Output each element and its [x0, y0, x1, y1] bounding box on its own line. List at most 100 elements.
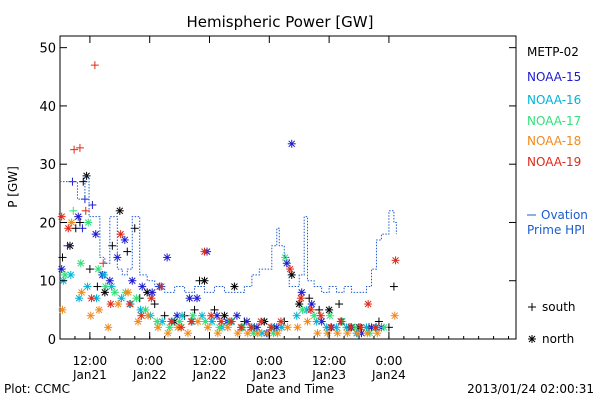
data-point-star [101, 282, 110, 291]
y-tick-label: 30 [39, 158, 56, 173]
data-point-star [66, 270, 75, 279]
x-tick-label-time: 12:00 [312, 354, 347, 368]
data-point-star [198, 311, 207, 320]
data-point-star [287, 139, 296, 148]
y-tick-label: 0 [48, 333, 56, 348]
legend-hpi-label-1: Ovation [541, 208, 588, 222]
y-tick-label: 10 [39, 275, 56, 290]
x-tick-label-date: Jan23 [251, 368, 286, 382]
data-point-star [138, 282, 147, 291]
data-point-star [148, 288, 157, 297]
data-point-star [373, 329, 382, 338]
x-tick-label-date: Jan24 [371, 368, 406, 382]
data-point-star [273, 329, 282, 338]
data-point-star [177, 323, 186, 332]
data-point-star [58, 305, 67, 314]
data-point-star [263, 329, 272, 338]
data-point-star [283, 323, 292, 332]
data-point-star [297, 288, 306, 297]
data-point-star [346, 323, 355, 332]
series-noaa-19 [57, 61, 400, 332]
x-axis: 12:00Jan210:00Jan2212:00Jan220:00Jan2312… [59, 36, 510, 382]
data-point-star [76, 259, 85, 268]
data-point-star [230, 282, 239, 291]
data-point-star [187, 317, 196, 326]
series-noaa-18 [58, 218, 399, 338]
data-point-star [343, 329, 352, 338]
data-point-plus [90, 61, 99, 70]
data-point-star [364, 300, 373, 309]
data-point-star [243, 329, 252, 338]
data-point-plus [93, 282, 102, 291]
data-point-plus [88, 200, 97, 209]
marker-legend-north: north [542, 332, 574, 346]
data-point-star [57, 265, 66, 274]
data-point-star [298, 305, 307, 314]
data-point-star [120, 235, 129, 244]
data-point-star [84, 218, 93, 227]
data-point-star [100, 288, 109, 297]
plot-frame [59, 35, 517, 340]
data-point-star [132, 294, 141, 303]
y-axis-label: P [GW] [6, 166, 20, 208]
series-ovation-prime-hpi [60, 175, 397, 293]
data-point-star [105, 276, 114, 285]
data-point-star [217, 317, 226, 326]
data-point-star [74, 212, 83, 221]
data-point-star [77, 288, 86, 297]
x-tick-label-date: Jan21 [72, 368, 107, 382]
data-point-star [163, 329, 172, 338]
data-point-star [257, 317, 266, 326]
data-point-star [165, 323, 174, 332]
legend-entry: NOAA-18 [527, 134, 581, 148]
x-tick-label-time: 0:00 [375, 354, 402, 368]
x-tick-label-time: 12:00 [73, 354, 108, 368]
x-axis-label: Date and Time [246, 382, 334, 396]
data-point-plus [528, 303, 536, 311]
data-point-star [163, 253, 172, 262]
y-tick-label: 40 [39, 100, 56, 115]
y-tick-label: 50 [39, 42, 56, 57]
data-point-star [100, 270, 109, 279]
x-tick-label-time: 0:00 [256, 354, 283, 368]
data-point-star [232, 311, 241, 320]
data-point-star [134, 317, 143, 326]
y-axis: 0 10 20 30 40 50 [39, 42, 516, 348]
data-point-star [227, 317, 236, 326]
data-point-star [67, 218, 76, 227]
data-point-star [325, 305, 334, 314]
data-point-plus [85, 265, 94, 274]
data-point-star [333, 329, 342, 338]
data-point-star [293, 323, 302, 332]
data-point-star [266, 323, 275, 332]
data-point-star [325, 311, 334, 320]
hpi-step-line [60, 175, 397, 293]
x-tick-label-date: Jan22 [132, 368, 167, 382]
data-point-star [175, 317, 184, 326]
data-point-star [183, 329, 192, 338]
data-point-star [117, 294, 126, 303]
data-point-plus [315, 305, 324, 314]
x-tick-label-time: 12:00 [192, 354, 227, 368]
data-point-star [104, 323, 113, 332]
data-point-star [215, 323, 224, 332]
data-point-star [286, 265, 295, 274]
data-point-star [60, 270, 69, 279]
data-point-plus [75, 143, 84, 152]
data-point-star [95, 305, 104, 314]
marker-legend-south: south [542, 300, 576, 314]
marker-legend: south north [528, 300, 576, 346]
data-point-star [91, 230, 100, 239]
chart-title: Hemispheric Power [GW] [187, 13, 374, 31]
data-point-star [316, 311, 325, 320]
plot-timestamp: 2013/01/24 02:00:31 [467, 382, 594, 396]
data-point-star [295, 300, 304, 309]
data-point-star [247, 323, 256, 332]
data-point-star [167, 317, 176, 326]
data-point-star [86, 311, 95, 320]
data-point-plus [123, 247, 132, 256]
data-point-star [57, 212, 66, 221]
data-point-star [223, 323, 232, 332]
data-point-star [207, 311, 216, 320]
data-point-star [188, 311, 197, 320]
